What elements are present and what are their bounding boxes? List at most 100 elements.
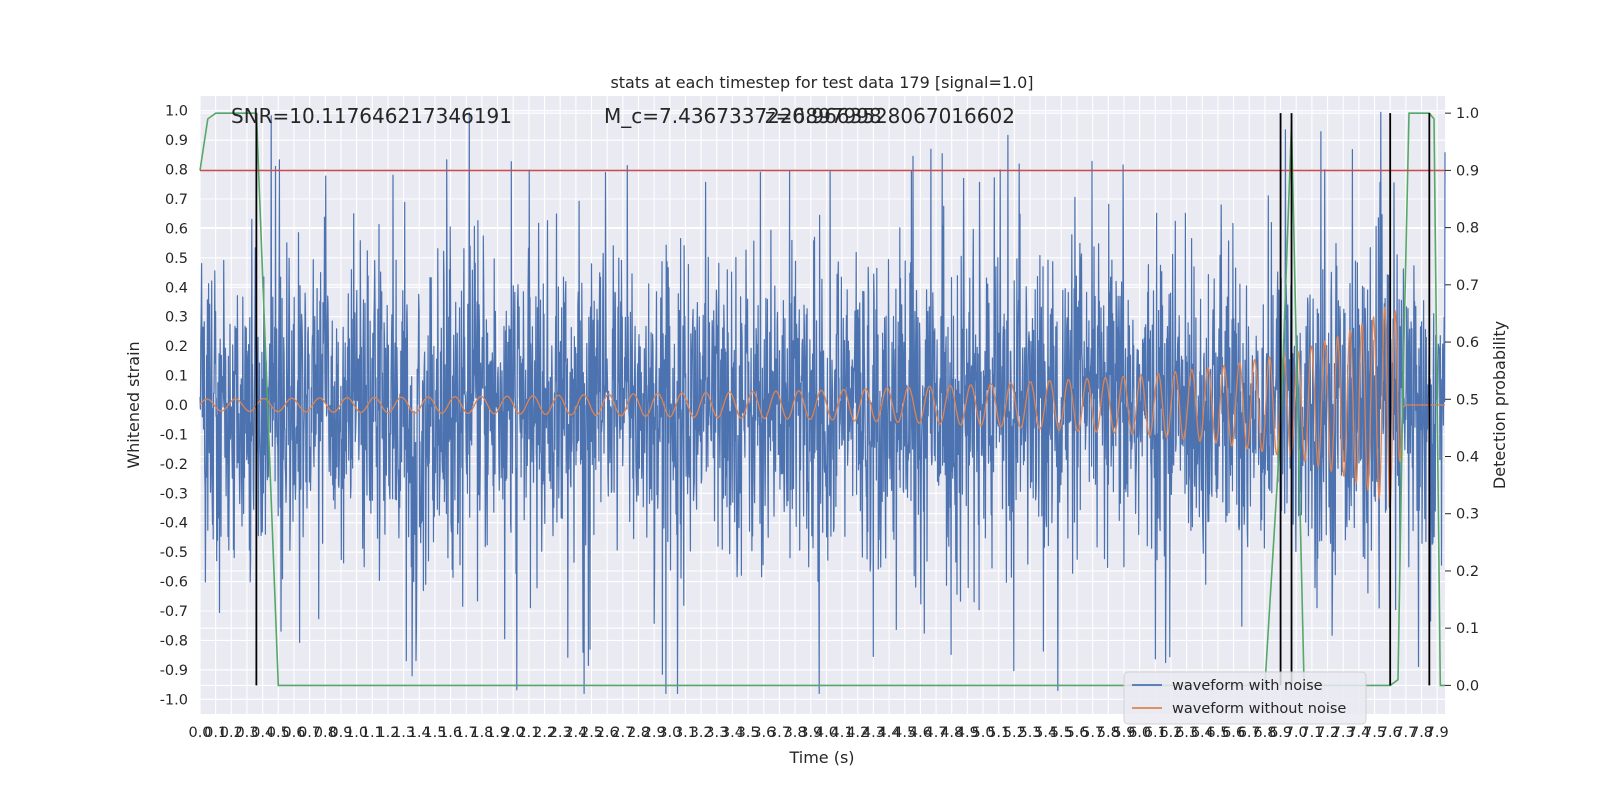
x-tick-label: 1.3 [392,725,415,741]
x-tick-label: 0.6 [282,725,305,741]
y-tick-label: 0.8 [165,163,188,179]
y-right-tick-label: 0.4 [1456,450,1479,466]
x-tick-label: 0.9 [329,725,352,741]
y-tick-label: -0.2 [160,457,188,473]
x-tick-label: 6.3 [1175,725,1198,741]
x-tick-label: 4.7 [925,725,948,741]
y-tick-label: 0.6 [165,221,188,237]
x-tick-label: 7.8 [1410,725,1433,741]
y-right-tick-label: 1.0 [1456,106,1479,122]
y-tick-label: 0.4 [165,280,188,296]
x-tick-label: 6.7 [1238,725,1261,741]
x-tick-label: 0.7 [298,725,321,741]
x-tick-label: 1.2 [376,725,399,741]
x-tick-label: 5.2 [1003,725,1026,741]
x-tick-label: 2.8 [627,725,650,741]
y-right-tick-label: 0.9 [1456,163,1479,179]
x-tick-label: 0.4 [251,725,274,741]
x-tick-label: 3.9 [799,725,822,741]
y-right-axis-label: Detection probability [1490,321,1509,489]
x-tick-label: 3.7 [768,725,791,741]
x-tick-label: 7.0 [1285,725,1308,741]
x-tick-label: 4.1 [831,725,854,741]
x-tick-label: 7.9 [1426,725,1449,741]
x-tick-label: 5.6 [1065,725,1088,741]
y-tick-label: 0.3 [165,310,188,326]
x-tick-label: 7.6 [1379,725,1402,741]
chart-title: stats at each timestep for test data 179… [610,73,1033,92]
x-tick-label: 3.2 [690,725,713,741]
series-waveform-with-noise [199,111,1446,695]
x-tick-label: 5.8 [1097,725,1120,741]
x-tick-label: 2.9 [643,725,666,741]
y-tick-label: -0.9 [160,663,188,679]
x-tick-label: 5.1 [987,725,1010,741]
y-right-tick-label: 0.0 [1456,678,1479,694]
x-tick-label: 5.9 [1112,725,1135,741]
x-tick-label: 0.3 [235,725,258,741]
x-tick-label: 6.1 [1144,725,1167,741]
x-tick-label: 1.5 [423,725,446,741]
y-tick-label: 0.1 [165,369,188,385]
x-tick-label: 4.6 [909,725,932,741]
y-tick-label: 0.7 [165,192,188,208]
legend-box [1123,671,1367,725]
x-tick-label: 2.2 [533,725,556,741]
x-tick-label: 2.3 [549,725,572,741]
x-tick-label: 5.5 [1050,725,1073,741]
x-tick-label: 7.5 [1363,725,1386,741]
y-tick-label: 0.5 [165,251,188,267]
x-axis-label: Time (s) [788,748,854,767]
y-tick-label: -0.1 [160,427,188,443]
x-tick-label: 3.4 [721,725,744,741]
x-tick-label: 0.1 [204,725,227,741]
x-tick-label: 7.2 [1316,725,1339,741]
snr-annotation: SNR=10.117646217346191 [231,104,512,128]
chirp-mass-annotation: M_c=7.4367337226897998 [604,104,882,128]
y-tick-label: -0.5 [160,545,188,561]
x-tick-label: 7.7 [1394,725,1417,741]
x-tick-label: 1.4 [408,725,431,741]
y-right-tick-label: 0.7 [1456,278,1479,294]
x-tick-label: 4.8 [940,725,963,741]
x-tick-label: 2.1 [517,725,540,741]
x-tick-label: 3.1 [674,725,697,741]
x-tick-label: 3.5 [737,725,760,741]
x-tick-label: 6.4 [1191,725,1214,741]
x-tick-label: 1.6 [439,725,462,741]
y-tick-label: -0.4 [160,516,188,532]
annotations: SNR=10.117646217346191 M_c=7.436733722689… [231,104,1015,128]
series-waveform-without-noise [199,305,1445,511]
x-tick-label: 4.9 [956,725,979,741]
y-tick-label: -0.7 [160,604,188,620]
y-tick-label: -0.3 [160,486,188,502]
y-right-tick-label: 0.5 [1456,392,1479,408]
y-tick-label: 0.9 [165,133,188,149]
x-tick-label: 6.6 [1222,725,1245,741]
x-tick-label: 3.3 [705,725,728,741]
y-right-tick-label: 0.3 [1456,507,1479,523]
x-tick-label: 0.8 [314,725,337,741]
x-tick-label: 5.4 [1034,725,1057,741]
x-tick-label: 2.4 [564,725,587,741]
x-tick-label: 2.7 [611,725,634,741]
x-tick-label: 3.8 [784,725,807,741]
x-tick-label: 4.0 [815,725,838,741]
legend-label-with-noise: waveform with noise [1172,678,1323,694]
x-tick-label: 1.1 [361,725,384,741]
noisy-waveform-line [199,111,1446,695]
clean-waveform-line [199,305,1445,511]
y-tick-label: -0.6 [160,575,188,591]
x-tick-label: 1.9 [486,725,509,741]
legend-label-without-noise: waveform without noise [1172,701,1346,717]
x-tick-label: 3.6 [752,725,775,741]
x-tick-label: 5.0 [971,725,994,741]
x-tick-label: 7.4 [1347,725,1370,741]
x-tick-label: 6.8 [1253,725,1276,741]
vertical-markers [255,113,1431,686]
x-tick-label: 0.5 [267,725,290,741]
x-tick-label: 5.7 [1081,725,1104,741]
y-tick-labels: -1.0 -0.9 -0.8 -0.7 -0.6 -0.5 -0.4 -0.3 -0.2 -0.1… [160,104,188,709]
